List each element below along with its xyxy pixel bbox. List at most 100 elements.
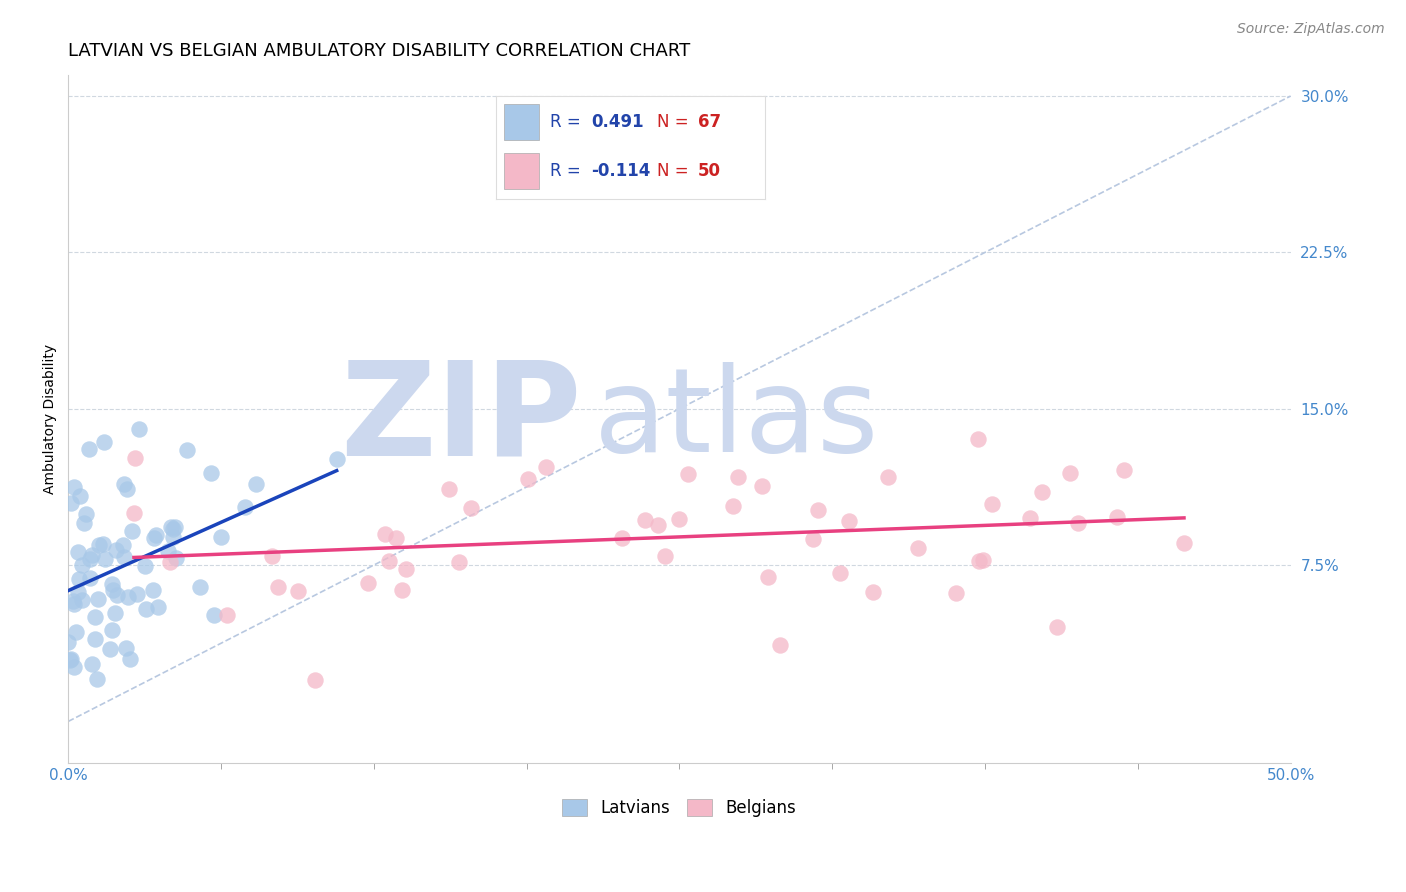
Point — [124, 450, 146, 465]
Point — [200, 466, 222, 480]
Point — [82, 657, 104, 671]
Point — [80, 549, 103, 563]
Point — [838, 514, 860, 528]
Point — [966, 433, 988, 447]
Point — [721, 499, 744, 513]
Text: ZIP: ZIP — [340, 356, 582, 483]
Point — [121, 524, 143, 538]
Point — [58, 653, 80, 667]
Point — [162, 530, 184, 544]
Point — [215, 607, 238, 622]
Point — [165, 551, 187, 566]
Point — [87, 591, 110, 606]
Point — [807, 503, 830, 517]
Point — [165, 520, 187, 534]
Point — [100, 641, 122, 656]
Point — [394, 562, 416, 576]
Point — [204, 608, 226, 623]
Point — [143, 531, 166, 545]
Point — [233, 500, 256, 514]
Point — [668, 512, 690, 526]
Point — [73, 516, 96, 531]
Point — [304, 673, 326, 687]
Point — [104, 606, 127, 620]
Point — [84, 609, 107, 624]
Point — [94, 551, 117, 566]
Point — [159, 520, 181, 534]
Point — [69, 490, 91, 504]
Point — [63, 660, 86, 674]
Text: LATVIAN VS BELGIAN AMBULATORY DISABILITY CORRELATION CHART: LATVIAN VS BELGIAN AMBULATORY DISABILITY… — [69, 42, 690, 60]
Point — [70, 593, 93, 607]
Point — [105, 588, 128, 602]
Point — [79, 442, 101, 457]
Point — [384, 531, 406, 545]
Point — [101, 577, 124, 591]
Point — [157, 544, 180, 558]
Point — [142, 582, 165, 597]
Point — [1067, 516, 1090, 530]
Point — [91, 537, 114, 551]
Point — [769, 638, 792, 652]
Point — [87, 538, 110, 552]
Point — [188, 580, 211, 594]
Point — [79, 571, 101, 585]
Point — [115, 482, 138, 496]
Text: Source: ZipAtlas.com: Source: ZipAtlas.com — [1237, 22, 1385, 37]
Point — [60, 652, 83, 666]
Point — [79, 552, 101, 566]
Point — [972, 553, 994, 567]
Point — [58, 635, 80, 649]
Point — [135, 602, 157, 616]
Point — [801, 532, 824, 546]
Point — [325, 451, 347, 466]
Point — [105, 542, 128, 557]
Point — [117, 590, 139, 604]
Point — [93, 434, 115, 449]
Point — [287, 583, 309, 598]
Point — [86, 672, 108, 686]
Point — [1046, 620, 1069, 634]
Point — [830, 566, 852, 581]
Point — [267, 580, 290, 594]
Point — [176, 442, 198, 457]
Point — [62, 594, 84, 608]
Point — [111, 538, 134, 552]
Point — [536, 459, 558, 474]
Point — [66, 585, 89, 599]
Point — [1031, 485, 1053, 500]
Point — [612, 531, 634, 545]
Point — [967, 554, 990, 568]
Point — [758, 570, 780, 584]
Point — [634, 513, 657, 527]
Point — [447, 555, 470, 569]
Point — [647, 518, 669, 533]
Point — [122, 507, 145, 521]
Text: atlas: atlas — [593, 361, 879, 476]
Point — [678, 467, 700, 481]
Point — [83, 632, 105, 647]
Point — [374, 527, 396, 541]
Y-axis label: Ambulatory Disability: Ambulatory Disability — [44, 344, 58, 494]
Point — [112, 476, 135, 491]
Point — [439, 483, 461, 497]
Point — [134, 559, 156, 574]
Point — [162, 522, 184, 536]
Point — [118, 652, 141, 666]
Point — [103, 583, 125, 598]
Point — [70, 558, 93, 573]
Point — [727, 470, 749, 484]
Point — [876, 469, 898, 483]
Point — [65, 624, 87, 639]
Point — [128, 422, 150, 436]
Point — [112, 549, 135, 564]
Point — [75, 507, 97, 521]
Point — [1173, 536, 1195, 550]
Point — [63, 480, 86, 494]
Point — [67, 572, 90, 586]
Point — [391, 583, 413, 598]
Point — [1019, 511, 1042, 525]
Point — [125, 586, 148, 600]
Point — [1114, 463, 1136, 477]
Point — [654, 549, 676, 563]
